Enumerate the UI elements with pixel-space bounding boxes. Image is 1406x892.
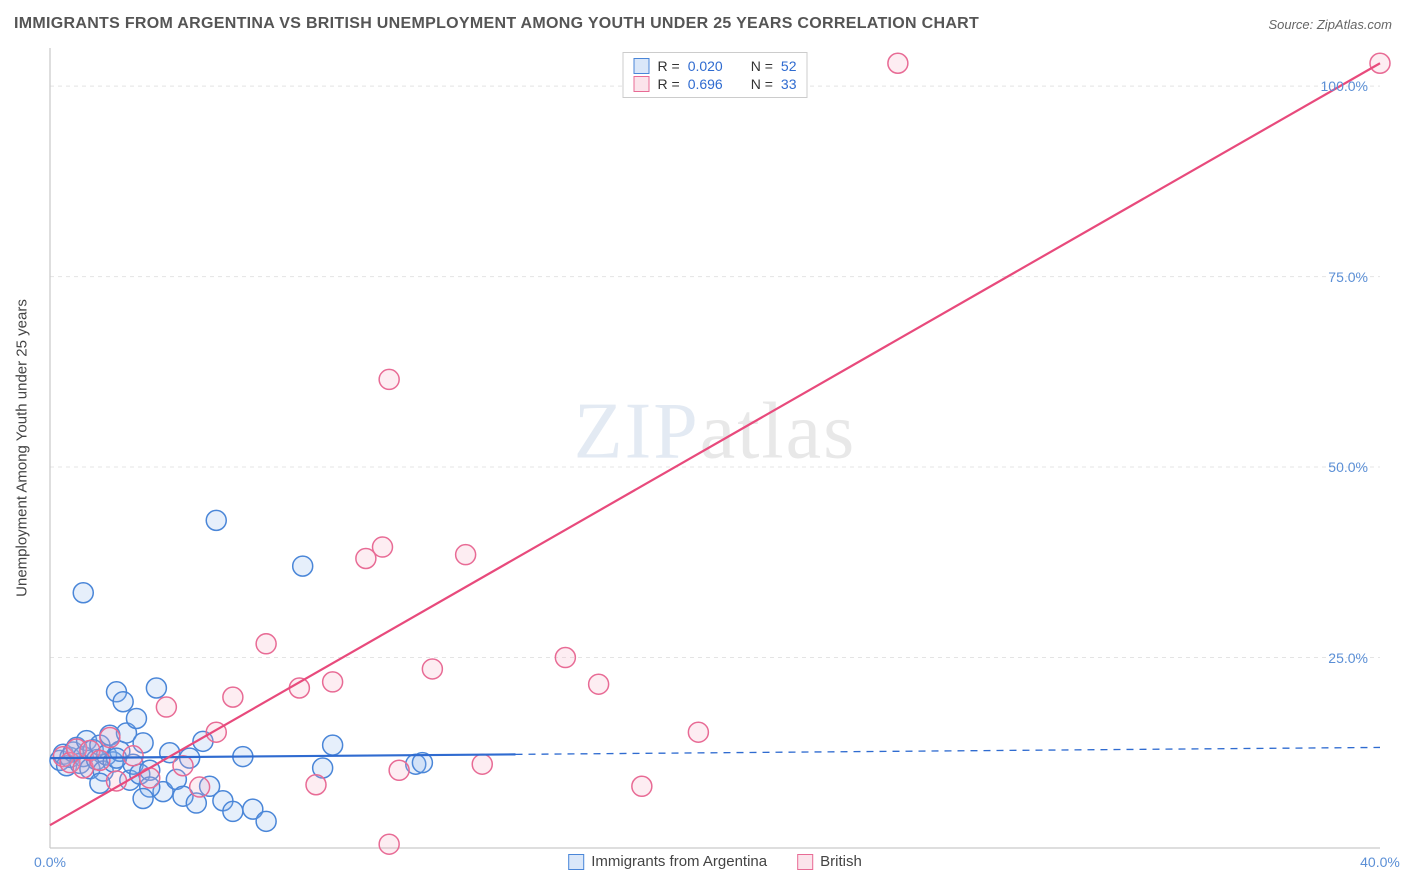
title-bar: IMMIGRANTS FROM ARGENTINA VS BRITISH UNE… — [14, 10, 1392, 38]
legend-r-value: 0.020 — [688, 58, 723, 74]
y-tick-label: 100.0% — [1321, 78, 1368, 94]
x-tick-label: 0.0% — [34, 854, 66, 870]
y-tick-label: 25.0% — [1328, 650, 1368, 666]
legend-series-item: British — [797, 853, 862, 870]
legend-r-value: 0.696 — [688, 76, 723, 92]
legend-stats-row: R = 0.696 N = 33 — [634, 75, 797, 93]
chart-title: IMMIGRANTS FROM ARGENTINA VS BRITISH UNE… — [14, 15, 979, 33]
legend-stats: R = 0.020 N = 52 R = 0.696 N = 33 — [623, 52, 808, 98]
x-tick-label: 40.0% — [1360, 854, 1400, 870]
legend-r-label: R = — [658, 76, 680, 92]
legend-series: Immigrants from Argentina British — [568, 853, 862, 870]
legend-series-label: Immigrants from Argentina — [591, 853, 767, 870]
source-label: Source: ZipAtlas.com — [1268, 17, 1392, 32]
legend-series-label: British — [820, 853, 862, 870]
y-tick-label: 75.0% — [1328, 269, 1368, 285]
legend-swatch — [797, 854, 813, 870]
scatter-plot-svg — [50, 48, 1380, 848]
y-axis-label: Unemployment Among Youth under 25 years — [14, 299, 31, 597]
legend-n-value: 52 — [781, 58, 797, 74]
chart-area: Unemployment Among Youth under 25 years … — [50, 48, 1380, 848]
y-tick-label: 50.0% — [1328, 459, 1368, 475]
legend-swatch — [634, 76, 650, 92]
legend-stats-row: R = 0.020 N = 52 — [634, 57, 797, 75]
legend-n-label: N = — [751, 76, 773, 92]
legend-swatch — [634, 58, 650, 74]
source-name: ZipAtlas.com — [1317, 17, 1392, 32]
legend-n-value: 33 — [781, 76, 797, 92]
legend-swatch — [568, 854, 584, 870]
legend-n-label: N = — [751, 58, 773, 74]
legend-series-item: Immigrants from Argentina — [568, 853, 767, 870]
legend-r-label: R = — [658, 58, 680, 74]
source-prefix: Source: — [1268, 17, 1316, 32]
